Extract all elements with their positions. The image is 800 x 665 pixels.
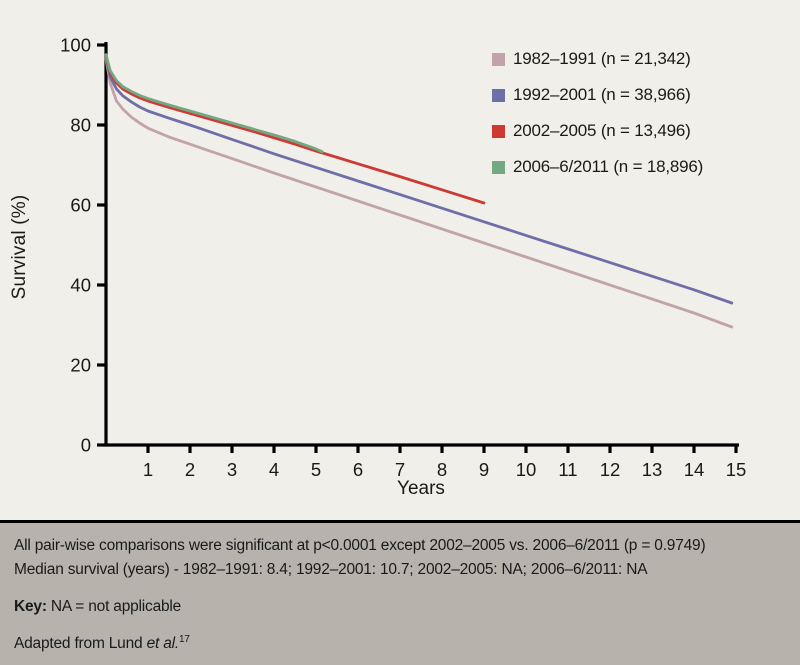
- footnote-source: Adapted from Lund et al.17: [14, 632, 786, 656]
- x-tick-label: 15: [726, 459, 747, 480]
- x-tick-label: 2: [185, 459, 195, 480]
- legend-label-1982-1991: 1982–1991 (n = 21,342): [513, 49, 691, 68]
- x-tick-label: 4: [269, 459, 279, 480]
- x-axis-title: Years: [397, 478, 445, 499]
- curve-1982-1991: [104, 57, 734, 329]
- footnote-source-prefix: Adapted from Lund: [14, 635, 147, 653]
- legend-swatch-2002-2005: [492, 124, 505, 138]
- x-tick-label: 7: [395, 459, 405, 480]
- curve-2002-2005: [104, 54, 486, 205]
- y-tick-label: 20: [70, 355, 91, 376]
- legend-item-1992-2001: 1992–2001 (n = 38,966): [492, 77, 703, 113]
- x-tick-label: 10: [516, 459, 537, 480]
- legend-swatch-1982-1991: [492, 52, 505, 66]
- footnote-pvalues: All pair-wise comparisons were significa…: [14, 537, 706, 554]
- footnote-key-label: Key:: [14, 598, 47, 616]
- legend-swatch-1992-2001: [492, 88, 505, 102]
- footnote-panel: All pair-wise comparisons were significa…: [0, 520, 800, 665]
- x-tick-label: 11: [558, 459, 577, 480]
- footnote-key: Key: NA = not applicable: [14, 595, 786, 619]
- legend-item-1982-1991: 1982–1991 (n = 21,342): [492, 41, 703, 77]
- x-tick-label: 6: [353, 459, 363, 480]
- legend-item-2006-2011: 2006–6/2011 (n = 18,896): [492, 149, 703, 185]
- y-tick-label: 0: [81, 435, 91, 456]
- legend-label-2006-2011: 2006–6/2011 (n = 18,896): [513, 157, 704, 176]
- curve-2006-6-2011: [104, 53, 324, 154]
- x-tick-label: 14: [684, 459, 705, 480]
- footnote-key-text: NA = not applicable: [46, 598, 182, 616]
- y-tick-label: 60: [70, 195, 91, 216]
- x-tick-label: 3: [227, 459, 237, 480]
- y-axis-title: Survival (%): [9, 194, 30, 300]
- x-tick-label: 12: [600, 459, 621, 480]
- y-tick-label: 40: [70, 275, 91, 296]
- curve-1992-2001: [104, 55, 734, 305]
- footnote-source-ref-number: 17: [178, 633, 190, 645]
- x-tick-label: 13: [642, 459, 663, 480]
- x-tick-label: 8: [437, 459, 447, 480]
- y-tick-label: 80: [70, 115, 91, 136]
- legend-item-2002-2005: 2002–2005 (n = 13,496): [492, 113, 703, 149]
- x-tick-label: 1: [143, 459, 153, 480]
- y-tick-label: 100: [60, 35, 91, 56]
- x-tick-label: 5: [311, 459, 321, 480]
- footnote-median-survival: Median survival (years) - 1982–1991: 8.4…: [14, 561, 648, 579]
- survival-chart: 0 20 40 60 80 100 1 2 3 4 5 6 7 8 9 10 11 12 13 14 15 Surviv…: [9, 35, 747, 500]
- footnote-source-etal: et al.: [146, 635, 180, 653]
- x-tick-label: 9: [479, 459, 489, 480]
- legend-label-2002-2005: 2002–2005 (n = 13,496): [513, 121, 691, 140]
- chart-legend: 1982–1991 (n = 21,342) 1992–2001 (n = 38…: [492, 41, 703, 185]
- legend-label-1992-2001: 1992–2001 (n = 38,966): [513, 85, 691, 104]
- legend-swatch-2006-2011: [492, 160, 505, 174]
